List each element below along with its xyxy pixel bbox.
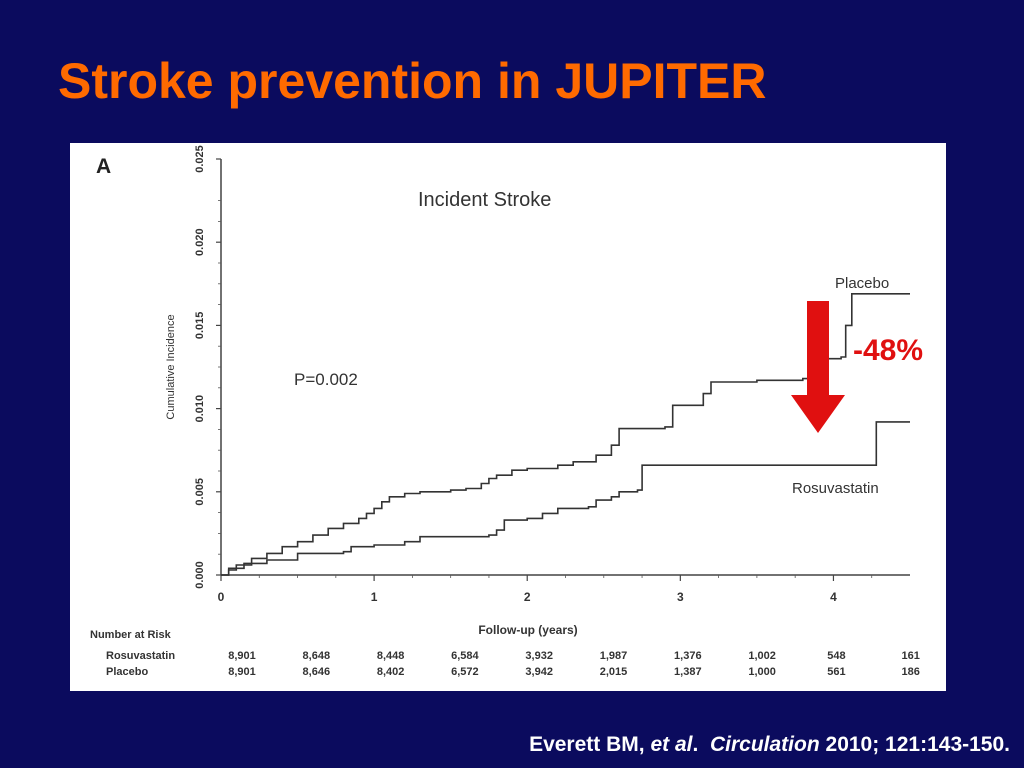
- figure-panel: A Incident Stroke P=0.002 Cumulative Inc…: [70, 143, 946, 691]
- risk-table-cell: 186: [902, 666, 920, 678]
- down-arrow-icon: [791, 301, 845, 433]
- citation-dot: .: [692, 733, 699, 756]
- y-axis-label: Cumulative Incidence: [165, 314, 177, 419]
- citation-authors: Everett BM,: [529, 733, 645, 756]
- chart-title: Incident Stroke: [418, 189, 551, 211]
- risk-table-cell: 2,015: [600, 666, 628, 678]
- risk-table-cell: 3,932: [525, 650, 553, 662]
- series-layer: Placebo Rosuvastatin: [221, 275, 910, 576]
- risk-table-cell: 8,901: [228, 666, 256, 678]
- risk-table: Number at Risk Rosuvastatin 8,901 8,648 8,44…: [90, 629, 920, 678]
- citation-details: 2010; 121:143-150.: [825, 733, 1010, 756]
- risk-table-cell: 8,901: [228, 650, 256, 662]
- risk-table-cell: 1,002: [748, 650, 776, 662]
- y-tick-label: 0.000: [194, 561, 206, 589]
- risk-table-cell: 561: [827, 666, 845, 678]
- risk-table-cell: 1,376: [674, 650, 702, 662]
- risk-row-label: Rosuvastatin: [106, 650, 175, 662]
- x-tick-label: 3: [677, 590, 684, 604]
- risk-table-cell: 1,387: [674, 666, 702, 678]
- kaplan-meier-chart: A Incident Stroke P=0.002 Cumulative Inc…: [90, 145, 923, 678]
- rosuvastatin-series-label: Rosuvastatin: [792, 480, 879, 497]
- citation: Everett BM, et al. Circulation 2010; 121…: [529, 733, 1010, 757]
- reduction-label: -48%: [853, 334, 923, 367]
- x-tick-label: 2: [524, 590, 531, 604]
- risk-table-cell: 1,987: [600, 650, 628, 662]
- x-tick-label: 0: [218, 590, 225, 604]
- risk-table-cell: 1,000: [748, 666, 776, 678]
- citation-journal: Circulation: [709, 733, 820, 756]
- risk-table-cell: 8,448: [377, 650, 405, 662]
- y-tick-label: 0.020: [194, 228, 206, 256]
- chart-axes: 0.000 0.005 0.010 0.015 0.020 0.025 0 1 2 3 4: [194, 145, 910, 604]
- x-tick-label: 4: [830, 590, 837, 604]
- risk-table-cell: 3,942: [525, 666, 553, 678]
- slide-title: Stroke prevention in JUPITER: [58, 53, 767, 109]
- risk-table-cell: 6,572: [451, 666, 479, 678]
- y-tick-label: 0.015: [194, 312, 206, 340]
- risk-table-cell: 161: [902, 650, 920, 662]
- x-axis-label: Follow-up (years): [478, 623, 577, 637]
- risk-table-cell: 6,584: [451, 650, 479, 662]
- rosuvastatin-series-line: [221, 421, 910, 576]
- risk-table-cell: 548: [827, 650, 845, 662]
- y-tick-label: 0.025: [194, 145, 206, 173]
- x-tick-label: 1: [371, 590, 378, 604]
- risk-table-cell: 8,402: [377, 666, 405, 678]
- risk-table-cell: 8,646: [303, 666, 331, 678]
- placebo-series-label: Placebo: [835, 275, 889, 292]
- y-tick-label: 0.005: [194, 478, 206, 506]
- panel-label: A: [96, 155, 111, 178]
- p-value-label: P=0.002: [294, 370, 358, 389]
- reduction-annotation: -48%: [791, 301, 923, 433]
- citation-et-al: et al: [650, 733, 693, 756]
- risk-table-cell: 8,648: [303, 650, 331, 662]
- placebo-series-line: [221, 293, 910, 576]
- risk-table-header: Number at Risk: [90, 629, 172, 641]
- risk-row-label: Placebo: [106, 666, 148, 678]
- y-tick-label: 0.010: [194, 395, 206, 423]
